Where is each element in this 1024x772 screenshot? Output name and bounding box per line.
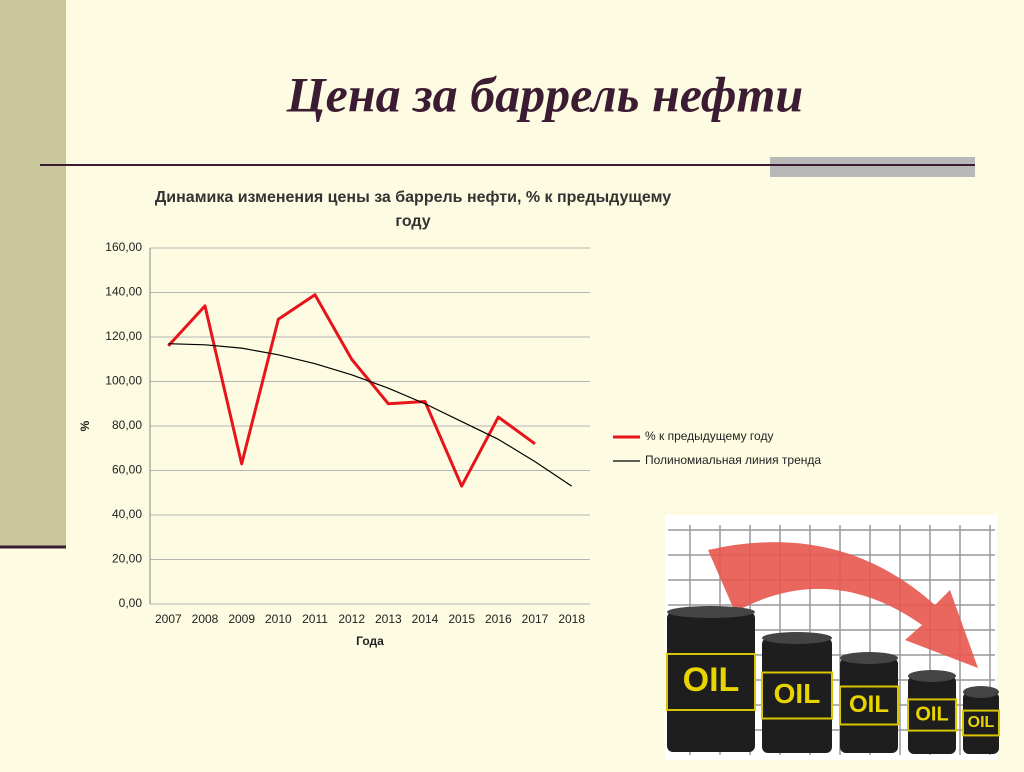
x-tick-label: 2017 [522,612,549,626]
illustration-arrow [708,542,978,668]
barrel-band [839,685,899,726]
y-tick-label: 20,00 [112,552,142,566]
barrel-top [908,670,956,682]
barrel [840,658,898,753]
x-tick-label: 2018 [558,612,585,626]
barrel [667,612,755,752]
y-tick-label: 0,00 [119,596,143,610]
barrel-label: OIL [774,678,821,709]
x-tick-label: 2008 [192,612,219,626]
barrel-band [907,698,957,732]
x-axis-label: Года [356,634,384,648]
chart-title: Динамика изменения цены за баррель нефти… [154,189,672,230]
barrel-label: OIL [915,703,948,725]
barrel-band [666,653,756,711]
y-axis-label: % [78,420,92,431]
y-tick-label: 140,00 [105,285,142,299]
x-tick-label: 2016 [485,612,512,626]
title-bar [770,157,975,177]
barrel-top [667,606,755,618]
barrel-top [762,632,832,644]
barrel-top [840,652,898,664]
x-tick-label: 2013 [375,612,402,626]
barrel-label: OIL [968,714,995,731]
series-line [168,343,573,487]
barrel-band [761,671,833,720]
x-tick-label: 2009 [228,612,255,626]
barrel-label: OIL [849,691,889,718]
illustration: OIL OIL OIL OIL OIL [665,515,1000,760]
y-tick-label: 100,00 [105,374,142,388]
x-tick-label: 2011 [302,612,328,626]
x-tick-label: 2007 [155,612,182,626]
y-tick-label: 60,00 [112,463,142,477]
barrel-top [963,686,999,698]
barrel-label: OIL [683,661,740,699]
barrel [762,638,832,753]
series-line [167,293,536,488]
barrel [963,692,999,754]
x-tick-label: 2012 [338,612,365,626]
y-tick-label: 160,00 [105,240,142,254]
x-tick-label: 2015 [448,612,475,626]
y-tick-label: 120,00 [105,329,142,343]
y-tick-label: 40,00 [112,507,142,521]
barrel [908,676,956,754]
x-tick-label: 2010 [265,612,292,626]
barrels: OIL OIL OIL OIL OIL [666,606,1000,754]
barrel-band [962,709,1000,737]
legend-label: Полиномиальная линия тренда [645,453,821,467]
chart-title-box: Динамика изменения цены за баррель нефти… [154,189,672,230]
x-tick-label: 2014 [412,612,439,626]
slide-title: Цена за баррель нефти [286,66,803,122]
side-strip [0,0,66,548]
y-tick-label: 80,00 [112,418,142,432]
legend-label: % к предыдущему году [645,429,773,443]
